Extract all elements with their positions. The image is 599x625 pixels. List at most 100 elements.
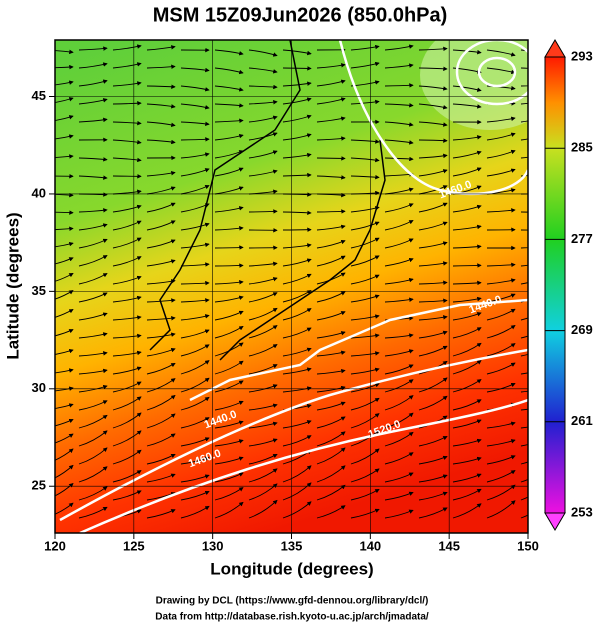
- streamline: [520, 85, 528, 87]
- streamline: [316, 401, 346, 411]
- streamline: [146, 239, 176, 249]
- streamline: [112, 256, 142, 267]
- streamline: [384, 203, 414, 213]
- streamline: [452, 296, 482, 303]
- x-tick-label: 130: [202, 538, 224, 553]
- streamline: [112, 120, 142, 126]
- streamline: [282, 66, 312, 71]
- streamline: [384, 452, 414, 465]
- streamline: [418, 315, 448, 321]
- streamline: [486, 455, 516, 465]
- streamline: [248, 483, 278, 501]
- streamline: [520, 247, 528, 249]
- streamline: [214, 310, 244, 321]
- streamline: [418, 85, 448, 91]
- streamline: [418, 474, 448, 483]
- streamline: [214, 49, 244, 56]
- streamline: [55, 115, 74, 121]
- streamline: [55, 309, 74, 318]
- streamline: [384, 220, 414, 231]
- streamline: [78, 273, 108, 285]
- streamline: [214, 245, 244, 250]
- streamline: [282, 501, 312, 519]
- streamline: [486, 362, 516, 375]
- streamline: [146, 170, 176, 177]
- streamline: [214, 85, 244, 92]
- streamline: [520, 426, 528, 429]
- streamline: [282, 49, 312, 56]
- streamline: [248, 403, 278, 411]
- streamline: [146, 259, 176, 267]
- streamline: [180, 121, 210, 127]
- streamline: [55, 241, 74, 248]
- streamline: [55, 368, 74, 374]
- streamline: [78, 486, 108, 501]
- streamline: [452, 85, 482, 92]
- streamline: [282, 258, 312, 267]
- streamline: [350, 351, 380, 357]
- streamline: [180, 67, 210, 73]
- contour-line: [477, 56, 517, 88]
- streamline: [78, 400, 108, 411]
- streamline: [486, 116, 516, 123]
- streamline: [384, 258, 414, 267]
- streamline: [180, 314, 210, 321]
- streamline: [55, 403, 74, 410]
- y-tick-label: 40: [32, 185, 46, 200]
- streamline: [384, 121, 414, 127]
- streamline: [520, 514, 528, 519]
- streamline: [214, 206, 244, 213]
- streamline: [316, 431, 346, 447]
- streamline: [282, 114, 312, 123]
- streamline: [112, 275, 142, 285]
- streamline: [452, 167, 482, 177]
- streamline: [146, 103, 176, 109]
- streamline: [316, 255, 346, 267]
- streamline: [78, 98, 108, 105]
- colorbar-extend: [544, 39, 566, 58]
- streamline: [316, 350, 346, 357]
- streamline: [418, 169, 448, 177]
- streamline: [112, 430, 142, 447]
- colorbar-label: 261: [571, 413, 593, 428]
- streamline: [282, 482, 312, 501]
- streamline: [112, 490, 142, 501]
- streamline: [55, 502, 74, 515]
- streamline: [214, 472, 244, 483]
- streamline: [55, 290, 74, 300]
- streamline: [78, 414, 108, 429]
- streamline: [55, 418, 74, 427]
- streamline: [146, 139, 176, 145]
- streamline: [214, 380, 244, 393]
- streamline: [520, 102, 528, 105]
- streamline: [452, 456, 482, 465]
- streamline: [180, 474, 210, 483]
- streamline: [452, 379, 482, 393]
- streamline: [146, 202, 176, 213]
- streamline: [486, 85, 516, 91]
- x-axis-label: Longitude (degrees): [210, 559, 373, 578]
- colorbar-label: 277: [571, 231, 593, 246]
- streamline: [418, 153, 448, 159]
- streamline: [384, 395, 414, 411]
- streamline: [78, 430, 108, 447]
- streamline: [350, 413, 380, 429]
- streamline: [180, 360, 210, 375]
- streamline: [180, 152, 210, 159]
- streamline: [248, 453, 278, 465]
- streamline: [486, 421, 516, 429]
- streamline: [418, 185, 448, 195]
- streamline: [214, 186, 244, 195]
- streamline: [282, 386, 312, 393]
- streamline: [146, 492, 176, 501]
- streamline: [350, 448, 380, 465]
- streamline: [282, 97, 312, 105]
- map-area: [55, 40, 528, 533]
- streamline: [55, 349, 74, 355]
- streamline: [282, 327, 312, 339]
- streamline: [316, 505, 346, 519]
- streamline: [112, 449, 142, 465]
- streamline: [316, 465, 346, 483]
- streamline: [78, 62, 108, 69]
- streamline: [248, 344, 278, 357]
